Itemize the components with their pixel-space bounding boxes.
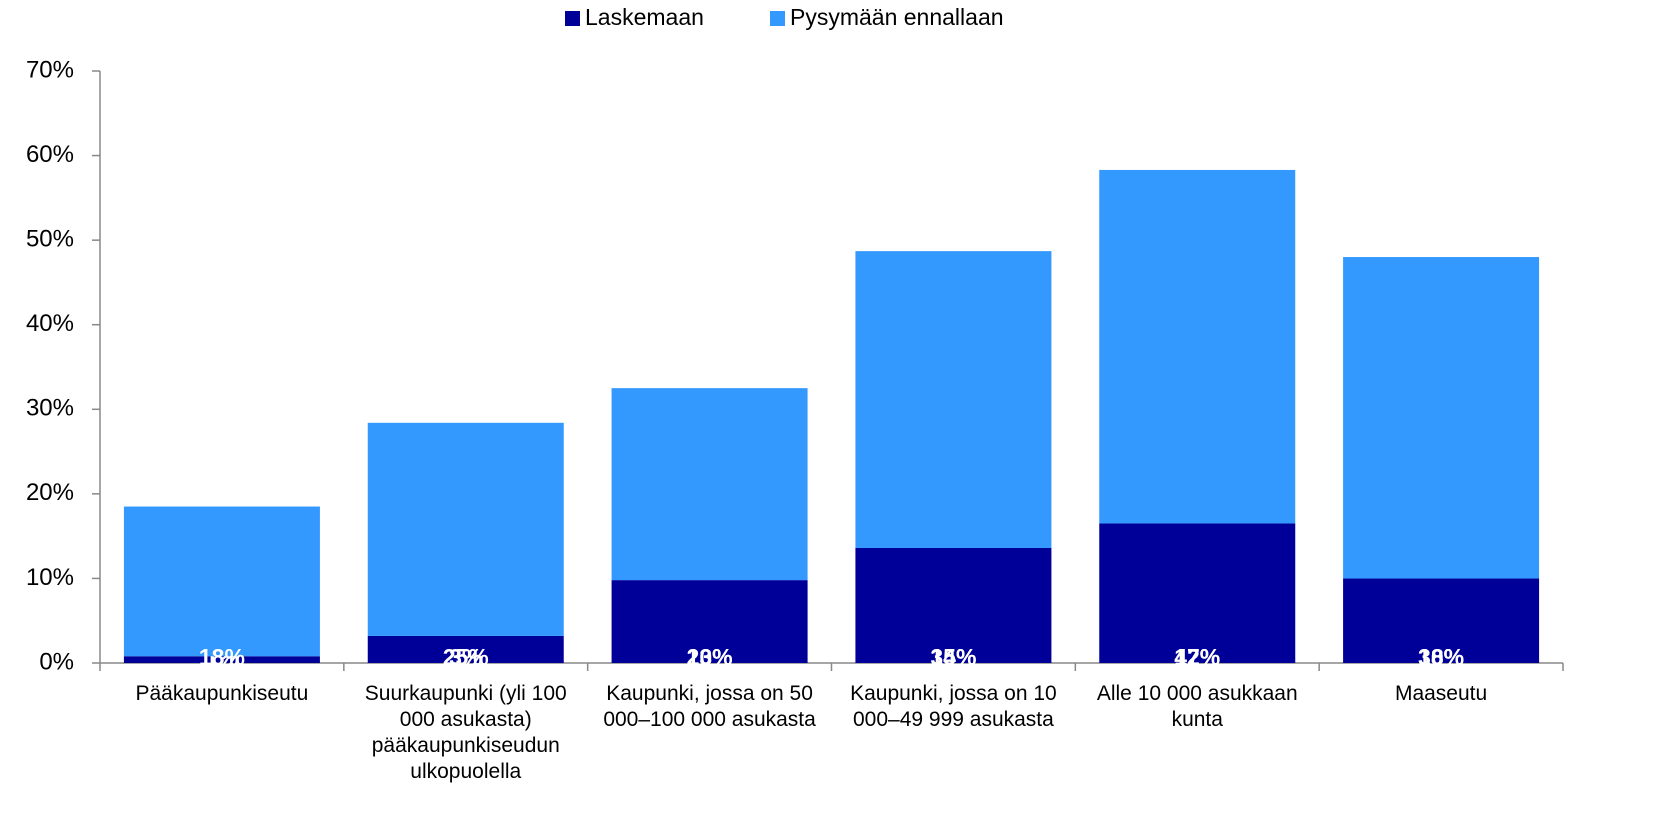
bar-segment — [123, 506, 320, 657]
data-label: 14% — [930, 644, 976, 670]
y-tick-label: 0% — [39, 648, 74, 675]
legend-label: Laskemaan — [585, 4, 704, 30]
data-label: 35% — [930, 644, 976, 670]
bar-segment — [367, 422, 564, 636]
data-label: 18% — [199, 644, 245, 670]
bar-segment — [1343, 578, 1540, 663]
bar-segment — [123, 656, 320, 663]
bar-segment — [367, 635, 564, 663]
y-tick-label: 20% — [26, 479, 74, 506]
y-tick-label: 60% — [26, 141, 74, 168]
data-label: 25% — [443, 644, 489, 670]
bar-segment — [1099, 169, 1296, 524]
data-label: 23% — [687, 644, 733, 670]
bar-segment — [611, 580, 808, 663]
x-tick-label: Pääkaupunkiseutu — [135, 682, 309, 705]
data-label: 38% — [1418, 644, 1464, 670]
y-tick-label: 30% — [26, 395, 74, 422]
x-tick-label: Suurkaupunki (yli 100 000 asukasta) pääk… — [364, 682, 567, 783]
data-label: 10% — [687, 644, 733, 670]
data-label: 3% — [449, 644, 482, 670]
x-tick-label: Alle 10 000 asukkaan kunta — [1096, 682, 1298, 731]
y-tick-label: 50% — [26, 225, 74, 252]
bar-segment — [855, 251, 1052, 548]
y-tick-label: 10% — [26, 564, 74, 591]
x-tick-label: Kaupunki, jossa on 50 000–100 000 asukas… — [603, 682, 816, 731]
y-tick-label: 40% — [26, 310, 74, 337]
legend-label: Pysymään ennallaan — [790, 4, 1004, 30]
x-tick-label: Maaseutu — [1394, 682, 1488, 705]
x-tick-label: Kaupunki, jossa on 10 000–49 999 asukast… — [850, 682, 1057, 731]
data-label: 42% — [1174, 644, 1220, 670]
bar-segment — [1343, 257, 1540, 579]
legend-swatch — [565, 11, 580, 26]
bar-segment — [855, 547, 1052, 663]
bar-segment — [1099, 523, 1296, 663]
data-label: 17% — [1174, 644, 1220, 670]
bar-segment — [611, 388, 808, 581]
y-tick-label: 70% — [26, 56, 74, 83]
data-label: 10% — [1418, 644, 1464, 670]
legend-swatch — [770, 11, 785, 26]
